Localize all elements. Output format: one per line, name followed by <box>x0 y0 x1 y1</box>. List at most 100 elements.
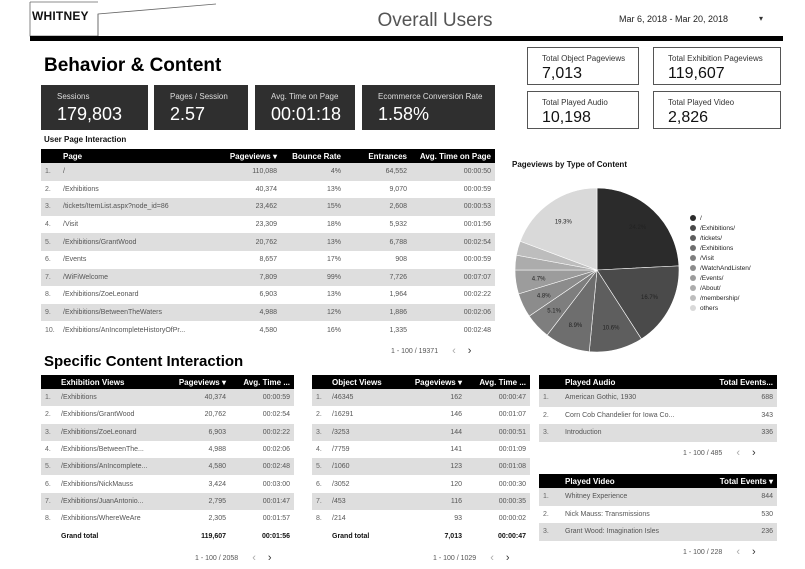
table-row[interactable]: 6./Exhibitions/NickMauss 3,424 00:03:00 <box>41 475 294 493</box>
col-pageviews[interactable]: Pageviews ▾ <box>209 149 281 163</box>
table-row[interactable]: 3./tickets/ItemList.aspx?node_id=86 23,46… <box>41 198 495 216</box>
legend-item[interactable]: others <box>690 304 751 314</box>
table-row[interactable]: 10./Exhibitions/AnIncompleteHistoryOfPr.… <box>41 321 495 339</box>
legend-item[interactable]: /tickets/ <box>690 234 751 244</box>
table-row[interactable]: 3./3253 144 00:00:51 <box>312 423 530 441</box>
table-row[interactable]: 3. Introduction 336 <box>539 424 777 442</box>
col-bounce-rate[interactable]: Bounce Rate <box>281 149 345 163</box>
date-range-picker[interactable]: Mar 6, 2018 - Mar 20, 2018 <box>619 14 729 24</box>
sort-desc-icon[interactable]: ▾ <box>221 377 226 387</box>
grand-total-label: Grand total <box>57 527 168 545</box>
table-cell: 120 <box>396 475 466 493</box>
legend-item[interactable]: / <box>690 214 751 224</box>
col-avg-time[interactable]: Avg. Time ... <box>466 375 530 389</box>
row-index: 8. <box>41 286 59 304</box>
legend-item[interactable]: /Visit <box>690 254 751 264</box>
chevron-left-icon[interactable]: ‹ <box>736 546 740 558</box>
sort-desc-icon[interactable]: ▾ <box>457 377 462 387</box>
table-row[interactable]: 1./110,088 4% 64,552 00:00:50 <box>41 163 495 181</box>
pie-slice[interactable] <box>596 187 680 271</box>
col-pageviews[interactable]: Pageviews ▾ <box>168 375 230 389</box>
col-pageviews[interactable]: Pageviews ▾ <box>396 375 466 389</box>
table-cell: /1060 <box>328 458 396 476</box>
table-cell: 00:01:56 <box>411 215 495 234</box>
table-row[interactable]: 5./Exhibitions/AnIncomplete... 4,580 00:02… <box>41 458 294 476</box>
logo[interactable]: WHITNEY <box>32 9 89 23</box>
chevron-right-icon[interactable]: › <box>467 345 472 357</box>
table-cell: /Exhibitions/AnIncompleteHistoryOfPr... <box>59 321 209 339</box>
chevron-right-icon[interactable]: › <box>505 552 510 564</box>
table-row[interactable]: 7./WiFiWelcome 7,809 99% 7,726 00:07:07 <box>41 268 495 287</box>
legend-item[interactable]: /Exhibitions <box>690 244 751 254</box>
legend-label: /About/ <box>700 285 721 292</box>
table-cell: 00:00:02 <box>466 510 530 528</box>
table-cell: 1,335 <box>345 321 411 339</box>
table-row[interactable]: 2. Nick Mauss: Transmissions 530 <box>539 505 777 523</box>
chevron-left-icon[interactable]: ‹ <box>252 552 256 564</box>
table-cell: 13% <box>281 286 345 304</box>
col-played-video[interactable]: Played Video <box>561 474 715 488</box>
table-cell: 99% <box>281 268 345 287</box>
table-row[interactable]: 3./Exhibitions/ZoeLeonard 6,903 00:02:22 <box>41 423 294 441</box>
table-row[interactable]: 2./Exhibitions/GrantWood 20,762 00:02:54 <box>41 406 294 424</box>
col-exhibition-views[interactable]: Exhibition Views <box>57 375 168 389</box>
table-row[interactable]: 8./Exhibitions/ZoeLeonard 6,903 13% 1,964 00… <box>41 286 495 304</box>
table-row[interactable]: 1./Exhibitions 40,374 00:00:59 <box>41 389 294 407</box>
table-row[interactable]: 2./Exhibitions 40,374 13% 9,070 00:00:59 <box>41 180 495 199</box>
pager-range: 1 - 100 / 1029 <box>433 554 477 562</box>
total-played-audio: Total Played Audio 10,198 <box>527 91 639 129</box>
chevron-left-icon[interactable]: ‹ <box>490 552 494 564</box>
table-cell: 23,462 <box>209 198 281 216</box>
col-played-audio[interactable]: Played Audio <box>561 375 715 389</box>
table-row[interactable]: 7./Exhibitions/JuanAntonio... 2,795 00:01:… <box>41 492 294 511</box>
table-row[interactable]: 8./Exhibitions/WhereWeAre 2,305 00:01:57 <box>41 510 294 528</box>
chevron-left-icon[interactable]: ‹ <box>452 345 456 357</box>
table-row[interactable]: 2./16291 146 00:01:07 <box>312 406 530 424</box>
table-row[interactable]: 5./Exhibitions/GrantWood 20,762 13% 6,788 00… <box>41 233 495 251</box>
table-row[interactable]: 6./Events 8,657 17% 908 00:00:59 <box>41 250 495 269</box>
table-row[interactable]: 1./46345 162 00:00:47 <box>312 389 530 407</box>
table-row[interactable]: 1. American Gothic, 1930 688 <box>539 389 777 407</box>
legend-label: / <box>700 215 702 222</box>
sort-desc-icon[interactable]: ▾ <box>272 151 277 161</box>
table-row[interactable]: 1. Whitney Experience 844 <box>539 488 777 506</box>
legend-item[interactable]: /membership/ <box>690 294 751 304</box>
col-avg-time[interactable]: Avg. Time on Page <box>411 149 495 163</box>
table-row[interactable]: 2. Corn Cob Chandelier for Iowa Co... 343 <box>539 406 777 424</box>
chevron-right-icon[interactable]: › <box>751 546 756 558</box>
legend-item[interactable]: /Exhibitions/ <box>690 224 751 234</box>
table-cell: Whitney Experience <box>561 488 715 506</box>
col-page[interactable]: Page <box>59 149 209 163</box>
chevron-right-icon[interactable]: › <box>751 447 756 459</box>
col-object-views[interactable]: Object Views <box>328 375 396 389</box>
caret-down-icon[interactable]: ▾ <box>759 14 764 23</box>
row-index: 8. <box>41 510 57 528</box>
col-pageviews-label: Pageviews <box>229 151 271 161</box>
chevron-right-icon[interactable]: › <box>267 552 272 564</box>
table-row[interactable]: 8./214 93 00:00:02 <box>312 510 530 528</box>
table-row[interactable]: 7./453 116 00:00:35 <box>312 492 530 511</box>
table-cell: 116 <box>396 492 466 511</box>
col-total-events[interactable]: Total Events... <box>715 375 777 389</box>
legend-item[interactable]: /WatchAndListen/ <box>690 264 751 274</box>
table-cell: 20,762 <box>209 233 281 251</box>
table-row[interactable]: 4./Visit 23,309 18% 5,932 00:01:56 <box>41 215 495 234</box>
col-total-events[interactable]: Total Events ▾ <box>715 474 777 488</box>
legend-item[interactable]: /Events/ <box>690 274 751 284</box>
table-header-row: Object Views Pageviews ▾ Avg. Time ... <box>312 375 530 389</box>
exhibition-pager: 1 - 100 / 2058 ‹ › <box>195 552 272 564</box>
table-row[interactable]: 6./3052 120 00:00:30 <box>312 475 530 493</box>
chevron-left-icon[interactable]: ‹ <box>736 447 740 459</box>
pie-slice[interactable] <box>596 265 680 340</box>
table-row[interactable]: 3. Grant Wood: Imagination Isles 236 <box>539 523 777 541</box>
table-row[interactable]: 9./Exhibitions/BetweenTheWaters 4,988 12% 1… <box>41 303 495 322</box>
table-row[interactable]: 5./1060 123 00:01:08 <box>312 458 530 476</box>
col-avg-time[interactable]: Avg. Time ... <box>230 375 294 389</box>
legend-item[interactable]: /About/ <box>690 284 751 294</box>
table-row[interactable]: 4./Exhibitions/BetweenThe... 4,988 00:02:0… <box>41 440 294 459</box>
col-entrances[interactable]: Entrances <box>345 149 411 163</box>
table-row[interactable]: 4./7759 141 00:01:09 <box>312 440 530 459</box>
sort-desc-icon[interactable]: ▾ <box>768 476 773 486</box>
pie-slice[interactable] <box>519 187 598 271</box>
